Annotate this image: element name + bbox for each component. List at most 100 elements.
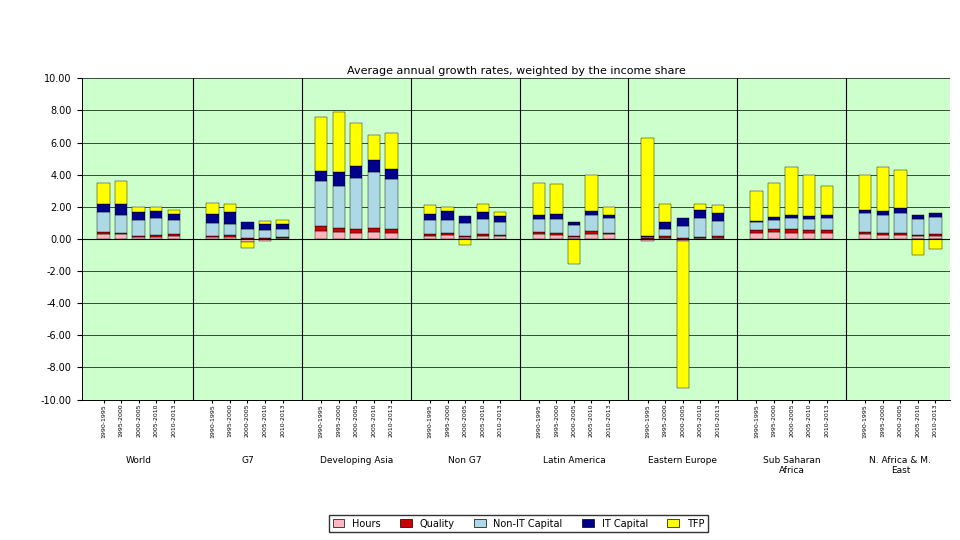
Bar [694, 237, 707, 238]
Bar [603, 214, 615, 218]
Bar [603, 207, 615, 214]
Bar [677, 226, 689, 238]
Bar [132, 236, 145, 238]
Bar [550, 233, 563, 235]
Bar [241, 230, 253, 238]
Bar [567, 237, 580, 239]
Bar [751, 191, 762, 221]
Bar [894, 170, 906, 208]
Bar [206, 236, 219, 238]
Bar [168, 213, 180, 220]
Bar [224, 204, 236, 212]
Bar [115, 234, 128, 239]
Bar [859, 175, 872, 210]
Bar [150, 207, 162, 211]
Bar [641, 238, 654, 239]
Bar [894, 233, 906, 235]
Bar [315, 117, 327, 172]
Bar [368, 228, 380, 232]
Bar [424, 205, 436, 214]
Bar [368, 172, 380, 228]
Bar [876, 233, 889, 235]
Bar [785, 215, 798, 218]
Bar [876, 211, 889, 215]
Bar [768, 183, 780, 218]
Bar [803, 219, 815, 230]
Bar [785, 233, 798, 239]
Bar [332, 228, 345, 232]
Bar [224, 212, 236, 224]
Bar [385, 169, 397, 179]
Bar [350, 233, 363, 239]
Bar [821, 215, 833, 218]
Bar [876, 235, 889, 239]
Bar [694, 210, 707, 218]
Bar [929, 213, 942, 217]
Bar [641, 239, 654, 240]
Bar [929, 239, 942, 249]
Text: Latin America: Latin America [542, 456, 606, 465]
Bar [876, 167, 889, 211]
Bar [785, 230, 798, 233]
Text: Developing Asia: Developing Asia [320, 456, 393, 465]
Bar [206, 223, 219, 236]
Bar [332, 172, 345, 186]
Bar [803, 230, 815, 233]
Bar [803, 216, 815, 219]
Bar [751, 233, 762, 239]
Bar [350, 230, 363, 233]
Bar [150, 235, 162, 237]
Bar [821, 231, 833, 233]
Bar [350, 166, 363, 178]
Bar [603, 218, 615, 233]
Bar [168, 220, 180, 234]
Bar [224, 224, 236, 235]
Bar [533, 215, 545, 219]
Bar [533, 234, 545, 239]
Bar [368, 160, 380, 172]
Bar [385, 233, 397, 239]
Bar [876, 215, 889, 233]
Bar [241, 238, 253, 239]
Bar [660, 204, 671, 222]
Bar [459, 236, 471, 237]
Bar [751, 230, 762, 233]
Bar [711, 238, 724, 239]
Bar [586, 232, 598, 234]
Bar [768, 232, 780, 239]
Bar [550, 235, 563, 239]
Bar [276, 229, 289, 237]
Bar [476, 234, 489, 236]
Bar [494, 217, 506, 222]
Bar [660, 237, 671, 238]
Text: Sub Saharan
Africa: Sub Saharan Africa [763, 456, 821, 475]
Bar [711, 221, 724, 236]
Bar [241, 221, 253, 229]
Bar [476, 204, 489, 212]
Bar [660, 222, 671, 229]
Text: Eastern Europe: Eastern Europe [648, 456, 717, 465]
Bar [315, 226, 327, 231]
Bar [259, 225, 271, 230]
Bar [677, 239, 689, 241]
Bar [768, 218, 780, 220]
Bar [168, 236, 180, 239]
Bar [821, 186, 833, 215]
Bar [241, 239, 253, 242]
Bar [586, 175, 598, 211]
Bar [785, 218, 798, 230]
Bar [259, 230, 271, 238]
Bar [150, 211, 162, 218]
Text: World: World [126, 456, 152, 465]
Bar [132, 207, 145, 212]
Bar [494, 237, 506, 239]
Bar [168, 210, 180, 213]
Bar [206, 203, 219, 213]
Bar [677, 241, 689, 388]
Bar [97, 183, 109, 205]
Bar [694, 204, 707, 210]
Bar [586, 215, 598, 232]
Bar [821, 233, 833, 239]
Bar [751, 221, 762, 222]
Bar [494, 212, 506, 217]
